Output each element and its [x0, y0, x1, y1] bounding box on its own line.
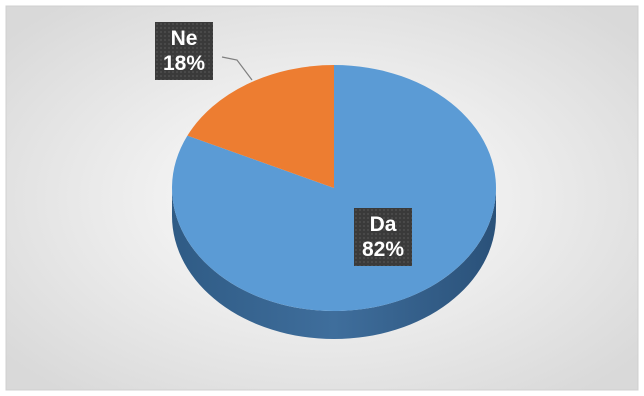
- data-label-ne-value: 18%: [163, 52, 206, 75]
- data-label-da: Da 82%: [354, 208, 413, 266]
- pie-side: [172, 188, 496, 339]
- pie-slice-ne[interactable]: [187, 65, 334, 188]
- data-label-ne: Ne 18%: [155, 22, 214, 80]
- data-label-da-value: 82%: [362, 238, 405, 261]
- leader-line-ne: [221, 56, 253, 81]
- data-label-da-category: Da: [369, 213, 397, 236]
- data-label-ne-category: Ne: [170, 27, 198, 50]
